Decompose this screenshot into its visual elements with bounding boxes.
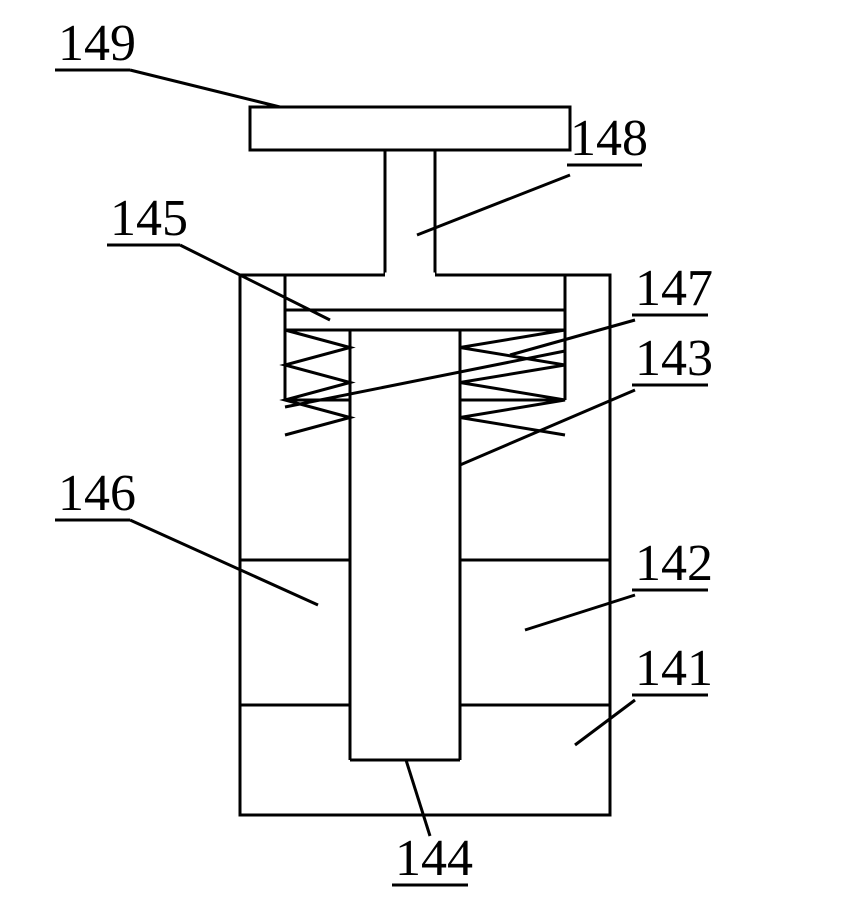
l142-text: 142 xyxy=(635,535,713,592)
l141-leader xyxy=(575,700,635,745)
l142-leader xyxy=(525,595,635,630)
l148-leader xyxy=(417,175,570,235)
l146-text: 146 xyxy=(58,465,136,522)
l144-text: 144 xyxy=(395,830,473,887)
upper-stem xyxy=(385,150,435,275)
l145-leader xyxy=(180,245,330,320)
l149-leader xyxy=(130,70,280,107)
l147-text: 147 xyxy=(635,260,713,317)
l141-text: 141 xyxy=(635,640,713,697)
l144-leader xyxy=(406,760,430,836)
l145-text: 145 xyxy=(110,190,188,247)
spring-right xyxy=(460,330,565,435)
l149-text: 149 xyxy=(58,15,136,72)
outer-body xyxy=(240,275,610,815)
l143-text: 143 xyxy=(635,330,713,387)
spring-left xyxy=(285,330,350,435)
l148-text: 148 xyxy=(570,110,648,167)
top-plate xyxy=(250,107,570,150)
l146-leader xyxy=(130,520,318,605)
